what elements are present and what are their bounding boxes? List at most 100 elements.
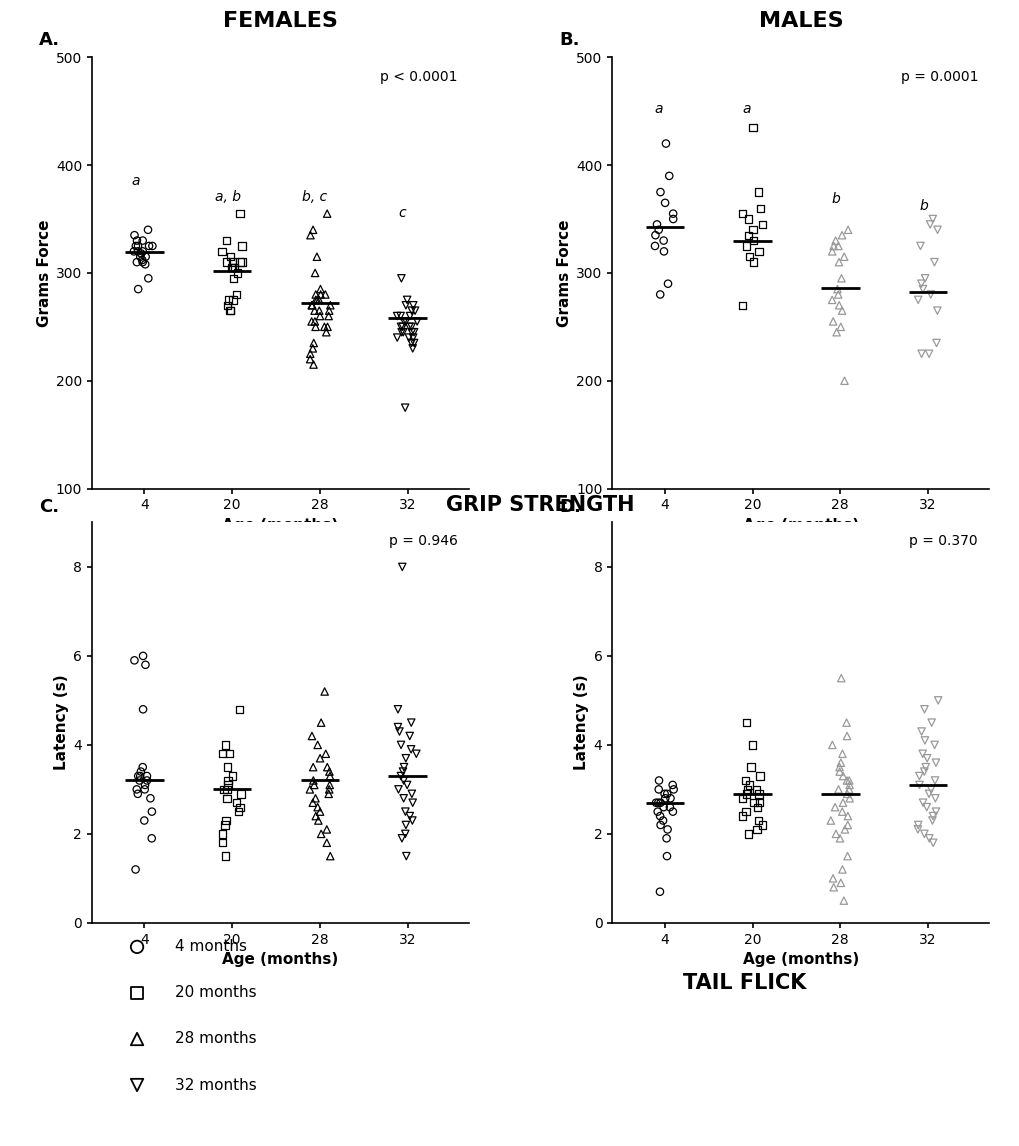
Point <box>914 793 930 811</box>
Text: b, c: b, c <box>302 190 327 204</box>
Point <box>830 762 847 780</box>
Point <box>650 780 666 799</box>
Point <box>232 785 249 803</box>
Y-axis label: Grams Force: Grams Force <box>37 219 52 327</box>
Point <box>748 780 764 799</box>
Point <box>396 825 413 843</box>
Text: 28 months: 28 months <box>174 1031 256 1046</box>
Point <box>131 771 148 790</box>
Point <box>398 776 415 794</box>
Point <box>144 830 160 848</box>
Text: 20 months: 20 months <box>174 986 256 1000</box>
Point <box>927 754 944 772</box>
Point <box>924 807 941 825</box>
Point <box>318 821 334 839</box>
Point <box>218 231 234 250</box>
Point <box>233 237 250 256</box>
Point <box>396 399 413 417</box>
Point <box>388 329 405 347</box>
Point <box>309 291 325 309</box>
Point <box>321 762 337 780</box>
Point <box>832 754 848 772</box>
Point <box>310 811 326 830</box>
Point <box>226 258 243 276</box>
Point <box>405 329 421 347</box>
Point <box>133 251 150 269</box>
Point <box>307 790 323 808</box>
Point <box>834 802 850 821</box>
Point <box>224 767 240 785</box>
Text: 32 months: 32 months <box>174 1077 256 1092</box>
Point <box>661 790 678 808</box>
Point <box>404 811 420 830</box>
Point <box>392 736 409 754</box>
Point <box>926 790 943 808</box>
Point <box>926 771 943 790</box>
Point <box>220 291 236 309</box>
Point <box>921 285 937 304</box>
Point <box>405 793 421 811</box>
Point <box>683 250 699 268</box>
Point <box>128 231 145 250</box>
Point <box>659 821 676 839</box>
Point <box>652 183 668 202</box>
Point <box>127 237 144 256</box>
Point <box>309 736 325 754</box>
Point <box>841 790 857 808</box>
Point <box>221 745 237 763</box>
Text: a: a <box>654 102 662 117</box>
Point <box>749 798 765 816</box>
Point <box>394 323 411 342</box>
Point <box>144 237 160 256</box>
Point <box>835 892 851 910</box>
Point <box>320 307 336 325</box>
Text: p = 0.946: p = 0.946 <box>388 534 458 549</box>
Point <box>748 821 764 839</box>
Point <box>832 830 848 848</box>
Point <box>664 802 681 821</box>
Point <box>398 291 415 309</box>
Point <box>833 269 849 288</box>
Point <box>318 833 334 851</box>
Point <box>302 345 318 363</box>
Text: FEMALES: FEMALES <box>223 11 337 31</box>
X-axis label: Age (months): Age (months) <box>742 952 858 967</box>
Point <box>219 790 235 808</box>
Point <box>401 807 418 825</box>
Point <box>745 253 761 272</box>
Point <box>839 847 855 865</box>
Point <box>305 339 321 358</box>
Point <box>403 740 419 759</box>
Point <box>320 785 336 803</box>
Point <box>317 285 333 304</box>
Point <box>319 317 335 336</box>
Point <box>839 785 855 803</box>
Point <box>231 204 248 222</box>
Point <box>824 312 841 330</box>
Point <box>316 682 332 700</box>
Point <box>311 291 327 309</box>
Point <box>222 301 238 320</box>
Point <box>396 802 413 821</box>
Point <box>129 280 146 298</box>
Point <box>739 780 755 799</box>
Point <box>135 231 151 250</box>
Point <box>218 780 234 799</box>
Text: D.: D. <box>558 499 581 517</box>
Text: a, b: a, b <box>214 190 240 204</box>
Point <box>308 291 324 309</box>
Point <box>840 780 856 799</box>
Point <box>305 771 321 790</box>
Point <box>829 237 846 256</box>
Point <box>836 248 852 266</box>
Point <box>928 301 945 320</box>
Point <box>835 767 851 785</box>
Point <box>927 333 944 352</box>
Text: b: b <box>918 199 927 213</box>
Point <box>652 793 668 811</box>
Point <box>228 285 245 304</box>
Point <box>914 745 930 763</box>
Point <box>836 821 852 839</box>
Point <box>220 771 236 790</box>
Point <box>750 793 766 811</box>
